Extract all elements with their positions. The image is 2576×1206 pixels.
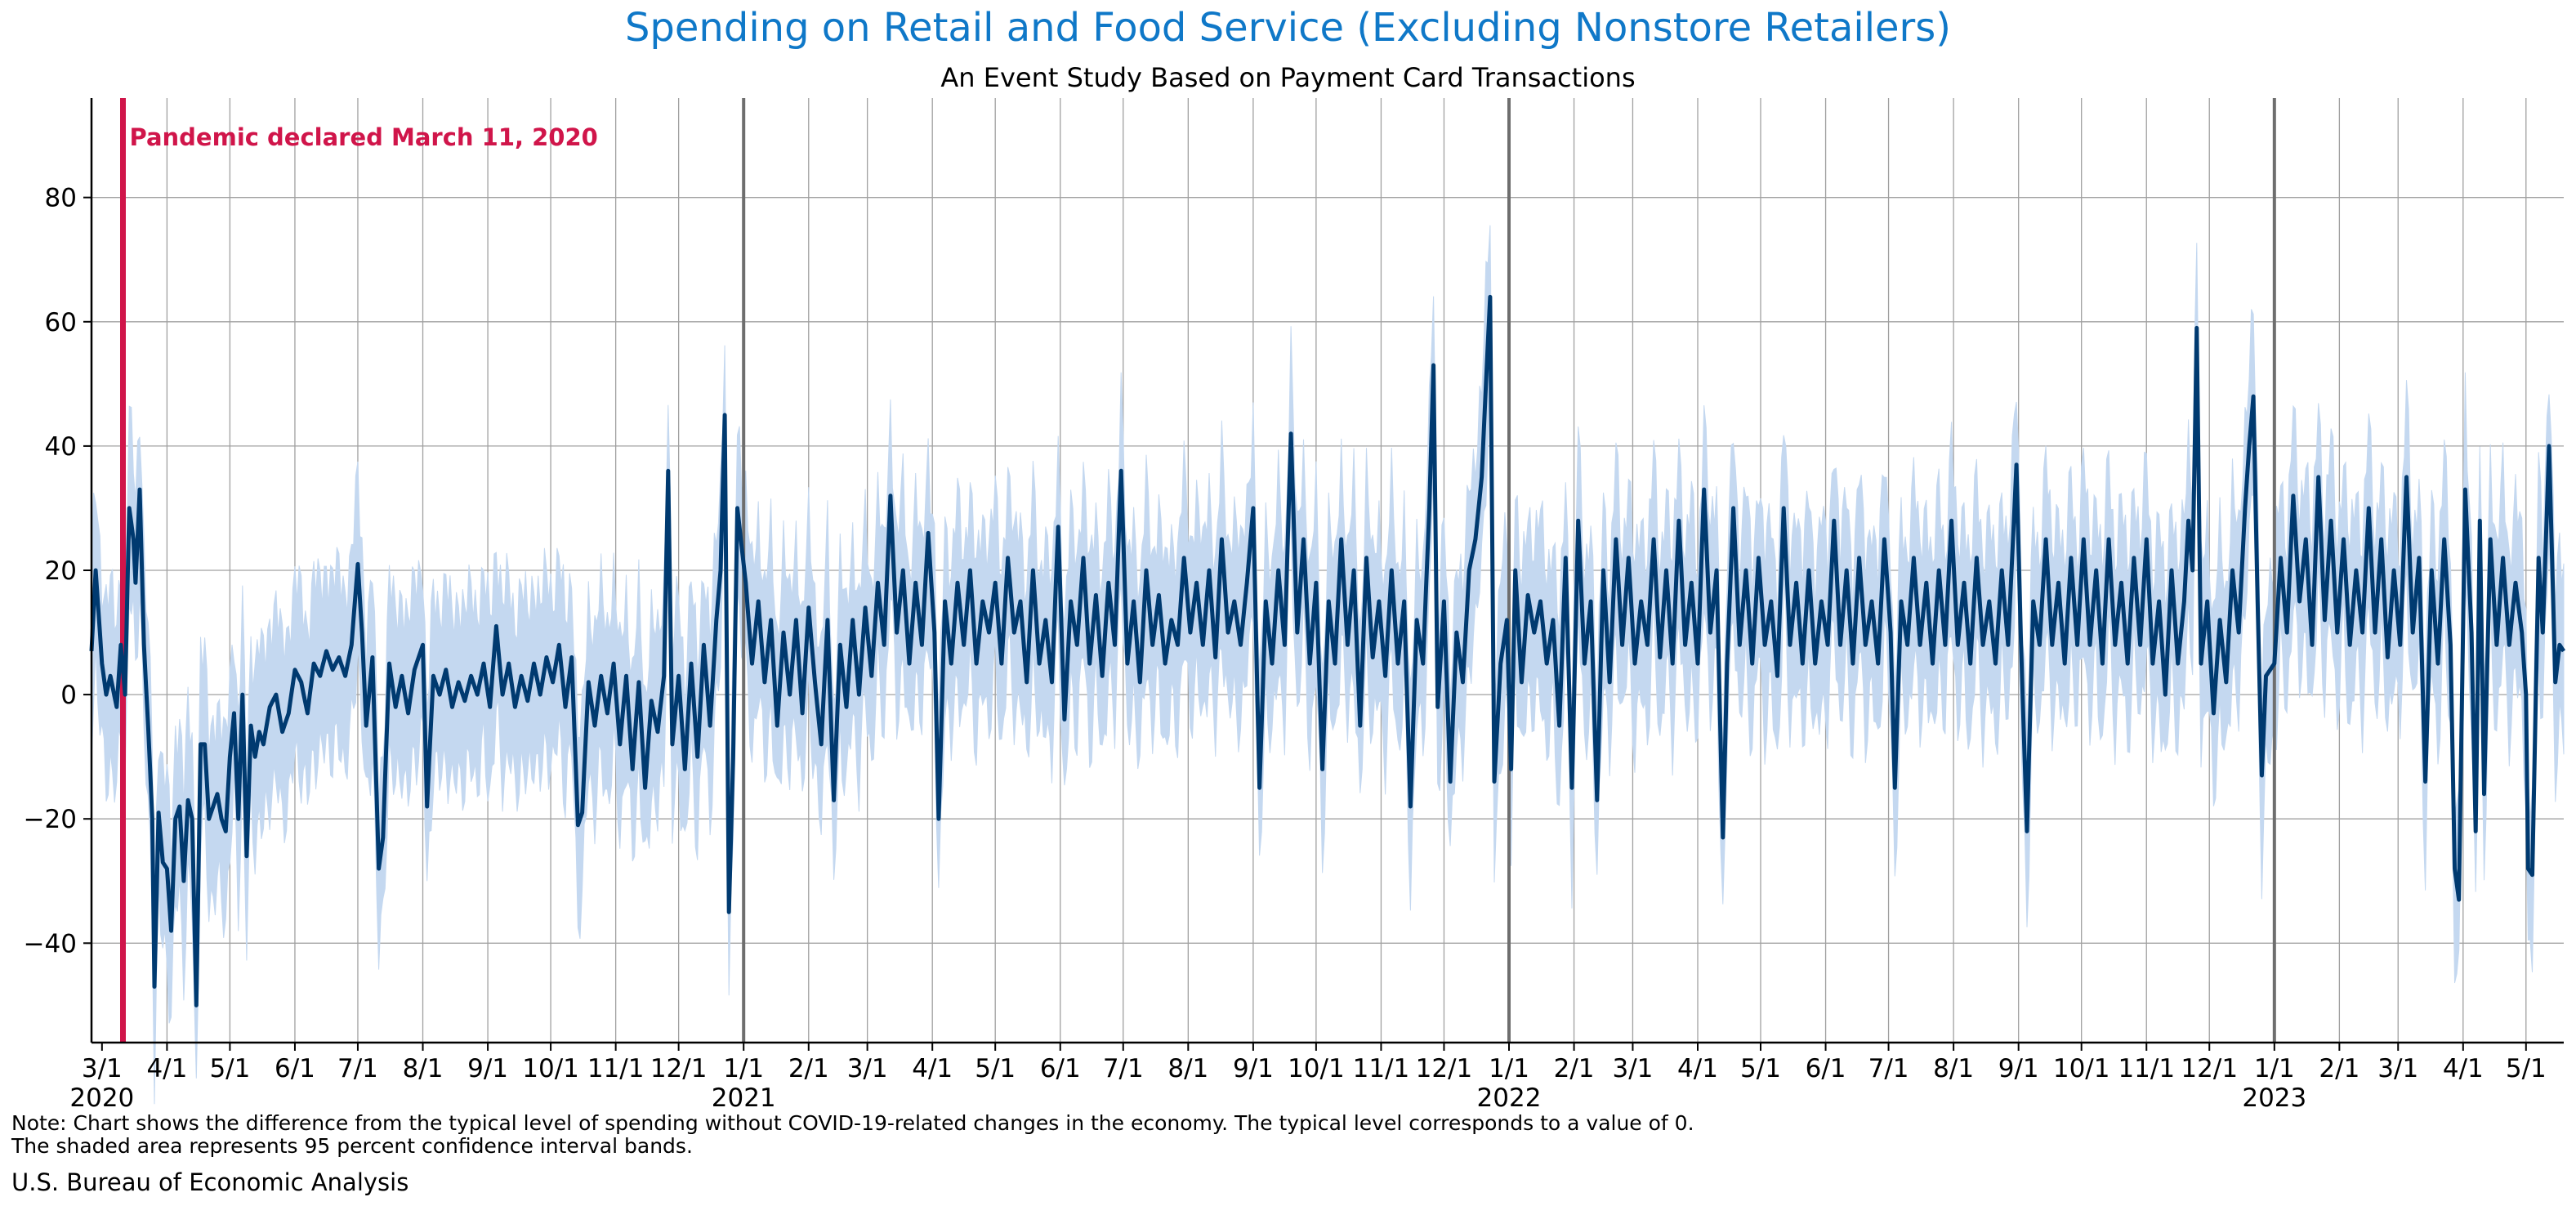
x-year-label: 2021 xyxy=(712,1083,776,1111)
x-tick-label: 6/1 xyxy=(275,1054,315,1083)
x-tick-label: 12/1 xyxy=(1416,1054,1473,1083)
x-tick-label: 4/1 xyxy=(1677,1054,1718,1083)
event-label: Pandemic declared March 11, 2020 xyxy=(129,123,597,151)
x-tick-label: 12/1 xyxy=(2181,1054,2238,1083)
x-tick-label: 6/1 xyxy=(1040,1054,1081,1083)
note-text-2: The shaded area represents 95 percent co… xyxy=(11,1134,693,1158)
x-tick-label: 5/1 xyxy=(1740,1054,1781,1083)
x-tick-label: 5/1 xyxy=(209,1054,250,1083)
y-tick-label: −20 xyxy=(24,805,77,834)
x-tick-label: 7/1 xyxy=(337,1054,378,1083)
y-tick-label: 40 xyxy=(45,432,77,462)
x-tick-label: 4/1 xyxy=(146,1054,187,1083)
series-line xyxy=(89,294,2566,1007)
x-tick-label: 11/1 xyxy=(587,1054,645,1083)
x-tick-label: 1/1 xyxy=(1489,1054,1529,1083)
chart-plot: Pandemic declared March 11, 2020 −40 −20 0… xyxy=(24,98,2566,1111)
x-tick-label: 7/1 xyxy=(1103,1054,1144,1083)
x-tick-label: 3/1 xyxy=(1612,1054,1653,1083)
x-tick-label: 10/1 xyxy=(2053,1054,2110,1083)
y-tick-labels: −40 −20 0 20 40 60 80 xyxy=(24,184,92,958)
x-tick-label: 8/1 xyxy=(1933,1054,1974,1083)
chart-subtitle: An Event Study Based on Payment Card Tra… xyxy=(940,62,1636,93)
x-tick-label: 4/1 xyxy=(912,1054,953,1083)
x-tick-label: 8/1 xyxy=(1167,1054,1208,1083)
x-tick-label: 9/1 xyxy=(467,1054,508,1083)
x-tick-label: 7/1 xyxy=(1868,1054,1909,1083)
x-tick-label: 5/1 xyxy=(2506,1054,2547,1083)
x-year-label: 2020 xyxy=(69,1083,134,1111)
x-year-label: 2023 xyxy=(2242,1083,2306,1111)
x-tick-label: 10/1 xyxy=(522,1054,579,1083)
y-tick-label: 60 xyxy=(45,308,77,337)
chart-title: Spending on Retail and Food Service (Exc… xyxy=(624,5,1952,51)
x-tick-label: 1/1 xyxy=(723,1054,764,1083)
x-tick-label: 2/1 xyxy=(2319,1054,2359,1083)
x-tick-label: 3/1 xyxy=(82,1054,123,1083)
y-tick-label: 0 xyxy=(60,681,77,710)
y-tick-label: 80 xyxy=(45,184,77,213)
y-tick-label: −40 xyxy=(24,929,77,958)
x-tick-label: 11/1 xyxy=(1353,1054,1410,1083)
x-tick-label: 8/1 xyxy=(403,1054,444,1083)
x-tick-label: 12/1 xyxy=(650,1054,708,1083)
x-tick-label: 2/1 xyxy=(788,1054,829,1083)
x-tick-label: 1/1 xyxy=(2254,1054,2295,1083)
x-tick-label: 2/1 xyxy=(1554,1054,1595,1083)
x-tick-label: 3/1 xyxy=(847,1054,888,1083)
x-tick-label: 4/1 xyxy=(2443,1054,2484,1083)
x-tick-label: 6/1 xyxy=(1806,1054,1846,1083)
x-tick-label: 9/1 xyxy=(1233,1054,1274,1083)
y-tick-label: 20 xyxy=(45,556,77,586)
x-tick-label: 5/1 xyxy=(975,1054,1016,1083)
x-tick-label: 11/1 xyxy=(2118,1054,2175,1083)
source-credit: U.S. Bureau of Economic Analysis xyxy=(11,1168,409,1196)
note-text-1: Note: Chart shows the difference from th… xyxy=(11,1111,1694,1135)
x-year-label: 2022 xyxy=(1477,1083,1542,1111)
x-tick-label: 10/1 xyxy=(1288,1054,1345,1083)
x-tick-label: 3/1 xyxy=(2377,1054,2418,1083)
x-tick-label: 9/1 xyxy=(1998,1054,2039,1083)
